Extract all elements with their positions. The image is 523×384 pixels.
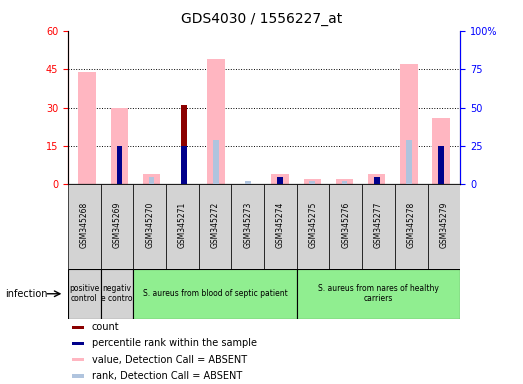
Bar [68,269,100,319]
Bar [432,118,450,184]
Bar [181,105,187,184]
Text: GSM345270: GSM345270 [145,202,154,248]
Bar [110,108,128,184]
Text: GSM345276: GSM345276 [342,202,350,248]
Text: value, Detection Call = ABSENT: value, Detection Call = ABSENT [92,354,247,364]
Bar [342,181,347,184]
Text: percentile rank within the sample: percentile rank within the sample [92,338,256,348]
Bar [100,184,133,269]
Bar [271,174,289,184]
Bar [368,174,385,184]
Text: GSM345271: GSM345271 [178,202,187,248]
Text: GSM345273: GSM345273 [243,202,252,248]
Bar [329,184,362,269]
Bar [199,184,231,269]
Bar [149,177,154,184]
Bar [395,184,428,269]
Bar [245,181,251,184]
Text: GSM345269: GSM345269 [112,202,121,248]
Bar [297,184,329,269]
Bar [72,358,84,361]
Text: negativ
e contro: negativ e contro [101,284,133,303]
Bar [117,146,122,184]
Bar [78,72,96,184]
Bar [231,184,264,269]
Text: positive
control: positive control [69,284,99,303]
Text: GSM345272: GSM345272 [211,202,220,248]
Bar [297,269,460,319]
Bar [213,140,219,184]
Bar [400,64,418,184]
Bar [207,59,225,184]
Text: GSM345279: GSM345279 [439,202,448,248]
Bar [336,179,354,184]
Bar [310,181,315,184]
Text: S. aureus from blood of septic patient: S. aureus from blood of septic patient [143,289,288,298]
Bar [100,269,133,319]
Text: GSM345275: GSM345275 [309,202,317,248]
Text: GSM345278: GSM345278 [407,202,416,248]
Text: rank, Detection Call = ABSENT: rank, Detection Call = ABSENT [92,371,242,381]
Bar [264,184,297,269]
Bar [438,146,444,184]
Bar [133,184,166,269]
Text: infection: infection [5,289,48,299]
Bar [68,184,100,269]
Bar [133,269,297,319]
Text: GDS4030 / 1556227_at: GDS4030 / 1556227_at [181,12,342,25]
Text: GSM345274: GSM345274 [276,202,285,248]
Bar [303,179,321,184]
Bar [362,184,395,269]
Bar [374,177,380,184]
Bar [143,174,161,184]
Text: S. aureus from nares of healthy
carriers: S. aureus from nares of healthy carriers [318,284,439,303]
Bar [72,374,84,378]
Text: GSM345277: GSM345277 [374,202,383,248]
Bar [277,177,283,184]
Bar [72,342,84,345]
Bar [72,326,84,329]
Text: GSM345268: GSM345268 [80,202,89,248]
Bar [406,140,412,184]
Bar [428,184,460,269]
Bar [181,146,187,184]
Bar [166,184,199,269]
Text: count: count [92,322,119,332]
